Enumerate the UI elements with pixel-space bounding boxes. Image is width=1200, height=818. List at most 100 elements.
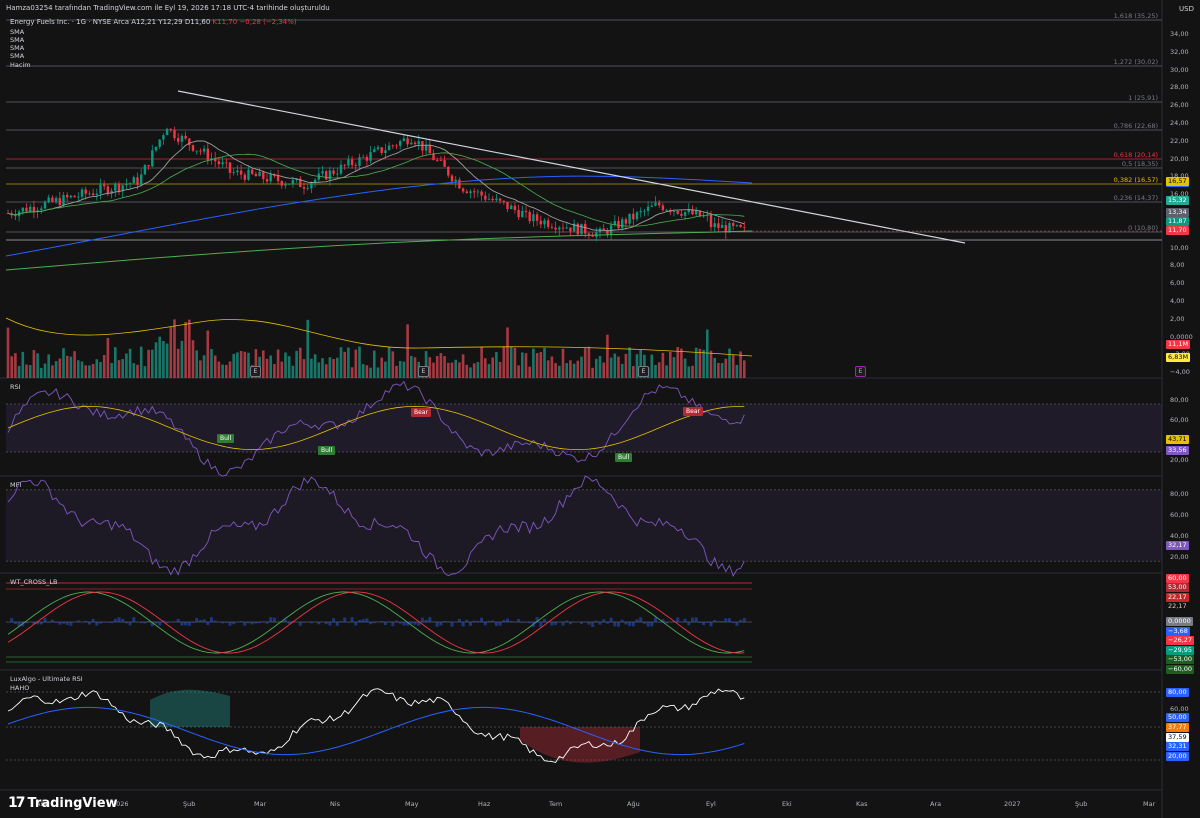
earnings-event-icon[interactable]: E bbox=[855, 366, 866, 377]
time-axis-label[interactable]: Mar bbox=[1143, 800, 1156, 808]
rsi-divergence-label[interactable]: Bull bbox=[615, 453, 633, 462]
ursi-badge: 80,00 bbox=[1166, 688, 1189, 697]
candle-body bbox=[635, 212, 639, 220]
wt-histogram-bar bbox=[239, 621, 243, 622]
time-axis-label[interactable]: Ağu bbox=[627, 800, 640, 808]
earnings-event-icon[interactable]: E bbox=[418, 366, 429, 377]
wt-histogram-bar bbox=[272, 617, 276, 622]
time-axis-label[interactable]: Nis bbox=[330, 800, 341, 808]
wt-histogram-bar bbox=[247, 622, 250, 624]
candle-body bbox=[121, 185, 124, 192]
indicator-sma-2[interactable]: SMA bbox=[10, 36, 25, 44]
time-axis-label[interactable]: 2026 bbox=[112, 800, 129, 808]
time-axis-label[interactable]: Haz bbox=[478, 800, 491, 808]
volume-bar bbox=[173, 319, 176, 378]
rsi-pane-title[interactable]: RSI bbox=[10, 383, 21, 391]
wt-histogram-bar bbox=[298, 622, 302, 626]
candle-body bbox=[365, 156, 369, 161]
time-axis-label[interactable]: Şub bbox=[183, 800, 196, 808]
wt-histogram-bar bbox=[154, 622, 158, 624]
price-axis-tick: 34,00 bbox=[1170, 30, 1189, 38]
candle-body bbox=[428, 144, 431, 154]
tradingview-logo[interactable]: 𝟭𝟳 TradingView bbox=[8, 795, 118, 811]
rsi-divergence-label[interactable]: Bull bbox=[318, 446, 336, 455]
wt-histogram-bar bbox=[250, 622, 254, 625]
volume-bar bbox=[339, 347, 343, 378]
volume-bar bbox=[110, 362, 113, 378]
time-axis-label[interactable]: Ara bbox=[930, 800, 942, 808]
time-axis-label[interactable]: Ara bbox=[36, 800, 48, 808]
time-axis-label[interactable]: May bbox=[405, 800, 419, 808]
ursi-badge: 50,00 bbox=[1166, 713, 1189, 722]
price-axis-tick: 6,00 bbox=[1170, 279, 1185, 288]
candle-body bbox=[362, 156, 365, 158]
currency-label[interactable]: USD bbox=[1179, 5, 1194, 13]
time-axis-label[interactable]: Eyl bbox=[706, 800, 716, 808]
rsi-divergence-label[interactable]: Bear bbox=[411, 408, 431, 417]
candle-body bbox=[251, 169, 254, 174]
volume-bar bbox=[484, 358, 487, 378]
indicator-sma-4[interactable]: SMA bbox=[10, 52, 25, 60]
candle-body bbox=[491, 198, 494, 201]
candle-body bbox=[424, 144, 428, 151]
candle-body bbox=[151, 150, 154, 167]
time-axis-label[interactable]: Mar bbox=[254, 800, 267, 808]
candle-body bbox=[735, 224, 739, 226]
wt-histogram-bar bbox=[398, 622, 402, 624]
wt-histogram-bar bbox=[502, 620, 506, 622]
time-axis-label[interactable]: 2027 bbox=[1004, 800, 1021, 808]
time-axis-label[interactable]: Eki bbox=[782, 800, 792, 808]
rsi-divergence-label[interactable]: Bull bbox=[217, 434, 235, 443]
volume-bar bbox=[639, 349, 642, 378]
time-axis-label[interactable]: Şub bbox=[1075, 800, 1088, 808]
volume-bar bbox=[410, 356, 413, 378]
price-badge: 11,87 bbox=[1166, 217, 1189, 226]
candle-body bbox=[177, 138, 180, 142]
mfi-pane-title[interactable]: MFI bbox=[10, 481, 22, 489]
ursi-badge: 32,31 bbox=[1166, 742, 1189, 751]
price-axis-tick: 26,00 bbox=[1170, 101, 1189, 110]
candle-body bbox=[217, 161, 221, 165]
volume-bar bbox=[191, 340, 195, 378]
volume-bar bbox=[180, 340, 184, 378]
earnings-event-icon[interactable]: E bbox=[250, 366, 261, 377]
ohlc-high: Y12,29 bbox=[158, 18, 183, 26]
candle-body bbox=[576, 223, 579, 235]
indicator-sma-3[interactable]: SMA bbox=[10, 44, 25, 52]
wt-histogram-bar bbox=[443, 620, 447, 622]
candle-body bbox=[402, 138, 406, 142]
volume-bar bbox=[591, 367, 594, 378]
ursi-pane-title[interactable]: LuxAlgo - Ultimate RSI bbox=[10, 675, 83, 683]
candle-body bbox=[232, 172, 235, 173]
mfi-band bbox=[6, 489, 1162, 562]
candle-body bbox=[14, 215, 17, 217]
indicator-volume[interactable]: Hacim bbox=[10, 61, 31, 69]
wt-badge: 22,17 bbox=[1166, 593, 1189, 602]
earnings-event-icon[interactable]: E bbox=[638, 366, 649, 377]
candle-body bbox=[439, 160, 443, 161]
symbol-legend[interactable]: Energy Fuels Inc. · 1G · NYSE Arca A12,2… bbox=[10, 18, 297, 26]
indicator-sma-1[interactable]: SMA bbox=[10, 28, 25, 36]
rsi-divergence-label[interactable]: Bear bbox=[683, 407, 703, 416]
time-axis-label[interactable]: Tem bbox=[549, 800, 563, 808]
wt-pane-title[interactable]: WT_CROSS_LB bbox=[10, 578, 58, 586]
volume-bar bbox=[613, 353, 617, 378]
volume-bar bbox=[80, 361, 84, 378]
wt-histogram-bar bbox=[10, 618, 14, 622]
price-axis-tick: 8,00 bbox=[1170, 261, 1185, 270]
candle-body bbox=[288, 183, 291, 185]
wt-badge: −60,00 bbox=[1166, 665, 1195, 674]
wt-histogram-bar bbox=[361, 619, 365, 622]
volume-bar bbox=[43, 363, 47, 378]
symbol-name[interactable]: Energy Fuels Inc. · 1G · NYSE Arca bbox=[10, 18, 129, 26]
wt-histogram-bar bbox=[87, 622, 91, 625]
wt-histogram-bar bbox=[535, 617, 539, 622]
volume-bar bbox=[476, 362, 480, 378]
candle-body bbox=[476, 191, 480, 193]
wt-histogram-bar bbox=[483, 622, 487, 626]
time-axis-label[interactable]: Kas bbox=[856, 800, 868, 808]
wt-histogram-bar bbox=[713, 620, 717, 622]
ursi-overbought-fill bbox=[150, 689, 230, 727]
